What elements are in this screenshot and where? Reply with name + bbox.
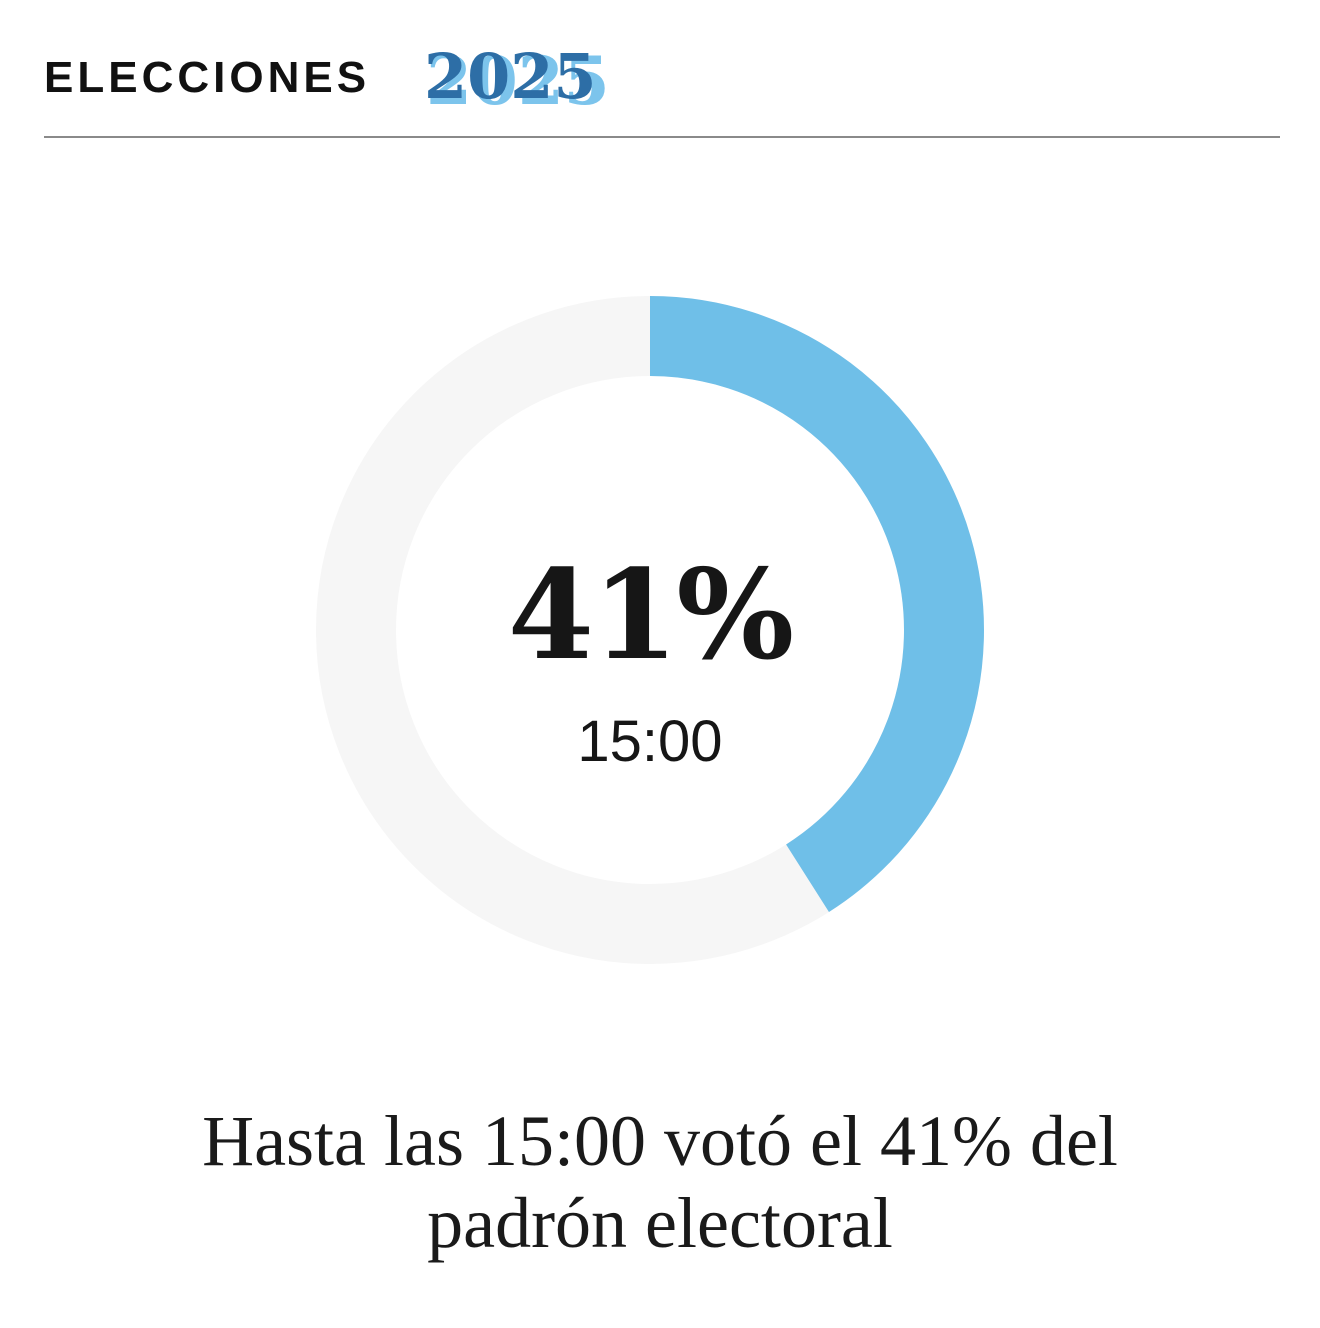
turnout-percentage: 41% bbox=[507, 543, 794, 688]
year-logo: 2025 2025 bbox=[424, 42, 610, 112]
donut-svg bbox=[316, 296, 984, 964]
donut-value-arc bbox=[649, 296, 984, 912]
turnout-caption: Hasta las 15:00 votó el 41% del padrón e… bbox=[202, 1101, 1118, 1263]
header-divider bbox=[44, 136, 1280, 138]
turnout-donut-chart: 41% 15:00 bbox=[316, 296, 984, 964]
year-logo-shadow: 2025 bbox=[426, 42, 610, 112]
section-title: ELECCIONES bbox=[44, 53, 371, 102]
header: ELECCIONES 2025 2025 bbox=[44, 40, 1280, 136]
turnout-time: 15:00 bbox=[577, 709, 723, 774]
year-logo-text: 2025 bbox=[424, 42, 597, 112]
